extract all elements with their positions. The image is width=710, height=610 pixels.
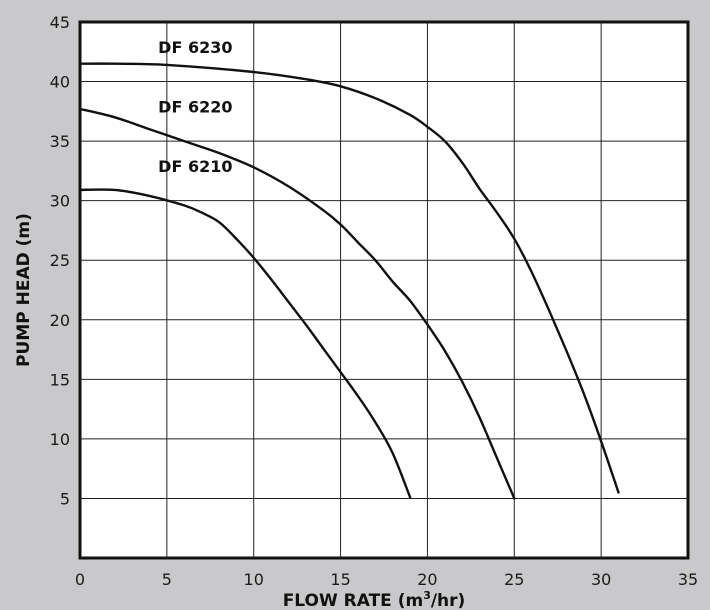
series-labels: DF 6230 DF 6220 DF 6210 bbox=[158, 38, 232, 176]
x-axis-title-end: /hr) bbox=[431, 591, 465, 610]
y-tick-label: 15 bbox=[50, 370, 70, 389]
x-axis-title-superscript: 3 bbox=[423, 589, 431, 602]
x-tick-label: 25 bbox=[504, 570, 524, 589]
x-tick-label: 5 bbox=[162, 570, 172, 589]
x-tick-label: 35 bbox=[678, 570, 698, 589]
y-tick-labels: 5 10 15 20 25 30 35 40 45 bbox=[50, 13, 70, 508]
series-curves bbox=[78, 62, 620, 500]
x-tick-label: 15 bbox=[330, 570, 350, 589]
x-tick-labels: 0 5 10 15 20 25 30 35 bbox=[75, 570, 698, 589]
series-label: DF 6210 bbox=[158, 157, 232, 176]
series-label: DF 6230 bbox=[158, 38, 232, 57]
x-tick-label: 20 bbox=[417, 570, 437, 589]
y-tick-label: 20 bbox=[50, 311, 70, 330]
x-axis-title-main: FLOW RATE (m bbox=[283, 591, 424, 610]
series-label: DF 6220 bbox=[158, 98, 232, 117]
y-axis-title: PUMP HEAD (m) bbox=[14, 213, 34, 367]
y-tick-label: 5 bbox=[60, 489, 70, 508]
y-tick-label: 35 bbox=[50, 132, 70, 151]
series-line-df-6220 bbox=[78, 107, 516, 500]
y-tick-label: 30 bbox=[50, 192, 70, 211]
y-tick-label: 45 bbox=[50, 13, 70, 32]
x-axis-title: FLOW RATE (m3/hr) bbox=[283, 589, 466, 610]
y-tick-label: 25 bbox=[50, 251, 70, 270]
series-line-df-6210 bbox=[78, 188, 412, 499]
x-tick-label: 10 bbox=[244, 570, 264, 589]
series-line-df-6230 bbox=[78, 62, 620, 494]
x-tick-label: 0 bbox=[75, 570, 85, 589]
plot-area bbox=[78, 20, 690, 560]
y-tick-label: 10 bbox=[50, 430, 70, 449]
y-tick-label: 40 bbox=[50, 73, 70, 92]
x-tick-label: 30 bbox=[591, 570, 611, 589]
